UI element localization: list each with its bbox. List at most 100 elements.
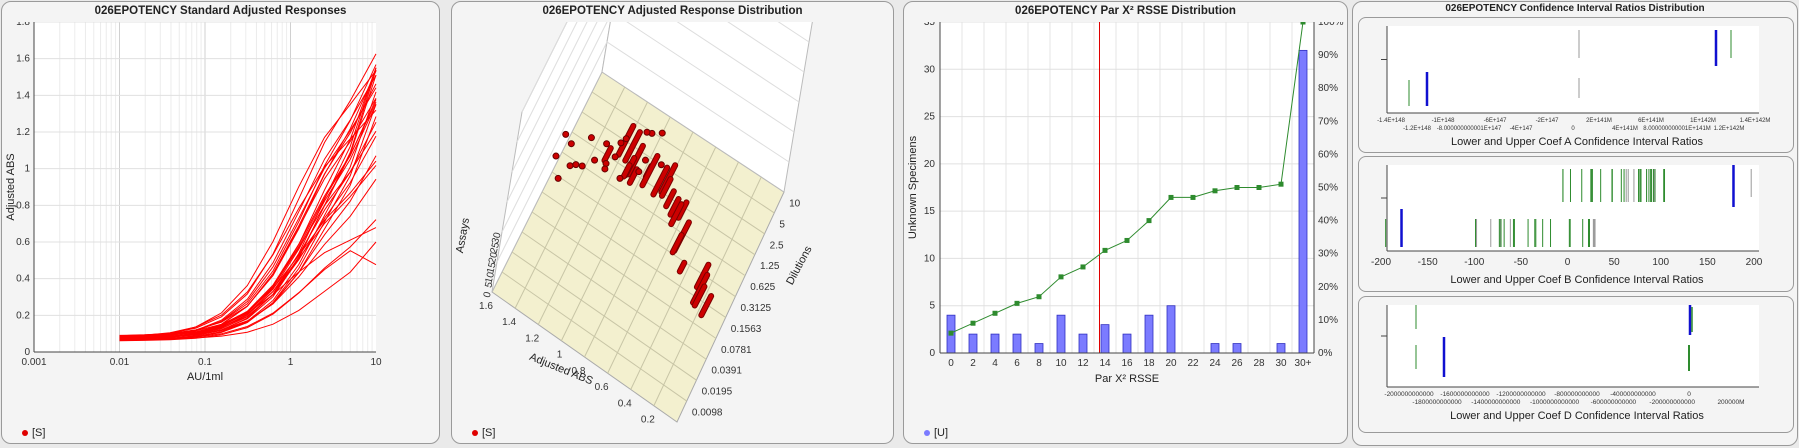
x-tick-label: -200000000000 — [1649, 399, 1695, 406]
chart-coef-a[interactable]: Lower and Upper Coef A Confidence Interv… — [1359, 18, 1794, 153]
x-tick-label: 1.4 — [502, 317, 516, 328]
x-tick-label: 1.6 — [479, 301, 493, 312]
data-point — [658, 129, 666, 137]
floor-grid — [511, 251, 697, 381]
cumulative-point — [1168, 194, 1174, 200]
series-line — [119, 155, 377, 341]
series-line — [119, 130, 377, 340]
x-tick-label: 0.6 — [595, 382, 609, 393]
data-point — [657, 161, 665, 169]
y2-tick-label: 50% — [1318, 183, 1338, 194]
subchart-coef-d: Lower and Upper Coef D Confidence Interv… — [1358, 296, 1794, 433]
subchart-coef-a: Lower and Upper Coef A Confidence Interv… — [1358, 17, 1794, 153]
bar — [1056, 314, 1066, 354]
y-tick-label: 10 — [924, 253, 936, 264]
panel-title: 026EPOTENCY Confidence Interval Ratios D… — [1445, 3, 1705, 14]
data-point — [601, 165, 609, 173]
wall-grid — [501, 22, 795, 233]
assay-tick-label: 5 — [483, 280, 495, 289]
floor-grid — [591, 91, 775, 214]
data-point — [552, 152, 560, 160]
cumulative-point — [1036, 294, 1042, 300]
dilution-tick-label: 0.625 — [750, 282, 775, 293]
x-tick-label: 4E+141M — [1612, 126, 1638, 132]
dilution-tick-label: 2.5 — [770, 240, 784, 251]
cumulative-point — [1278, 181, 1284, 187]
data-column — [677, 260, 687, 274]
data-column — [664, 189, 676, 209]
x-tick-label: 10 — [370, 357, 382, 368]
y-axis-title: Adjusted ABS — [5, 153, 17, 220]
chart-rsse-distribution[interactable]: 051015202530350%10%20%30%40%50%60%70%80%… — [904, 22, 1348, 442]
chart-adjusted-response-distribution[interactable]: 1.61.41.210.80.60.40.21052.51.250.6250.3… — [452, 22, 894, 442]
x-tick-label: 12 — [1077, 358, 1089, 369]
cumulative-point — [970, 320, 976, 326]
y2-tick-label: 0% — [1318, 348, 1333, 359]
data-point — [641, 156, 649, 164]
x-tick-label: 2E+141M — [1586, 118, 1612, 124]
x-tick-label: 2 — [970, 358, 976, 369]
legend: [U] — [924, 427, 948, 439]
wall-grid — [521, 22, 568, 113]
data-column — [670, 233, 684, 255]
floor-grid — [514, 86, 626, 309]
panel-confidence-interval-ratios: 026EPOTENCY Confidence Interval Ratios D… — [1352, 1, 1798, 446]
y-tick-label: 0.4 — [16, 274, 30, 285]
bar — [990, 333, 1000, 354]
assay-tick-label: 15 — [485, 261, 499, 275]
data-point — [611, 153, 619, 161]
x-tick-label: 10 — [1055, 358, 1067, 369]
cumulative-point — [1146, 218, 1152, 224]
assay-tick-label: 0 — [482, 290, 494, 299]
x-tick-label: 1E+142M — [1690, 118, 1716, 124]
data-point — [566, 162, 574, 170]
x-axis-title: AU/1ml — [187, 371, 223, 383]
x-tick-label: -600000000000 — [1591, 399, 1637, 406]
x-tick-label: -1.2E+148 — [1403, 126, 1432, 132]
series-line — [119, 101, 377, 338]
y-tick-label: 1 — [24, 164, 30, 175]
floor-grid — [630, 161, 739, 390]
legend-label: [S] — [482, 427, 496, 439]
x-tick-label: 0.1 — [198, 357, 212, 368]
series-line — [119, 219, 377, 342]
x-tick-label: -150 — [1418, 257, 1438, 268]
dilution-tick-label: 10 — [789, 198, 801, 209]
dilution-tick-label: 1.25 — [760, 261, 780, 272]
bar — [1034, 343, 1044, 354]
assay-tick-label: 25 — [489, 241, 503, 255]
x-tick-label: 1.4E+142M — [1740, 118, 1771, 124]
floor-grid — [501, 271, 688, 402]
bar — [1166, 305, 1176, 354]
y-axis-title: Dilutions — [784, 244, 815, 287]
x-tick-label: 0.001 — [21, 357, 46, 368]
x-tick-label: 6 — [1014, 358, 1020, 369]
data-column — [669, 202, 684, 227]
cumulative-point — [1300, 22, 1306, 25]
subchart-coef-b: Lower and Upper Coef B Confidence Interv… — [1358, 156, 1794, 292]
z-axis-title: Assays — [454, 216, 472, 253]
cumulative-point — [1058, 274, 1064, 280]
x-tick-label: 1.2E+142M — [1714, 126, 1745, 132]
y-tick-label: 30 — [924, 64, 936, 75]
data-point — [635, 168, 643, 176]
chart-coef-b[interactable]: Lower and Upper Coef B Confidence Interv… — [1359, 157, 1794, 292]
bar — [1232, 343, 1242, 354]
y-tick-label: 0.8 — [16, 200, 30, 211]
x-tick-label: -2000000000000 — [1384, 391, 1434, 398]
data-column — [676, 200, 689, 220]
y-tick-label: 1.4 — [16, 90, 30, 101]
legend-label: [U] — [934, 427, 949, 439]
x-axis-title: Lower and Upper Coef A Confidence Interv… — [1451, 136, 1703, 148]
x-tick-label: 0.2 — [641, 415, 655, 426]
chart-standard-adjusted-responses[interactable]: 0 0.2 0.4 0.6 0.8 1 1.2 1.4 1.6 1.8 0.001 0.01 0.1 1 1… — [2, 22, 440, 442]
cumulative-point — [1212, 188, 1218, 194]
data-point — [643, 128, 651, 136]
data-column — [602, 146, 613, 163]
cumulative-point — [1234, 185, 1240, 190]
x-tick-label: -1400000000000 — [1471, 399, 1521, 406]
data-point — [578, 162, 586, 170]
bar — [968, 333, 978, 354]
x-tick-label: 0 — [1565, 257, 1571, 268]
chart-coef-d[interactable]: Lower and Upper Coef D Confidence Interv… — [1359, 297, 1794, 433]
